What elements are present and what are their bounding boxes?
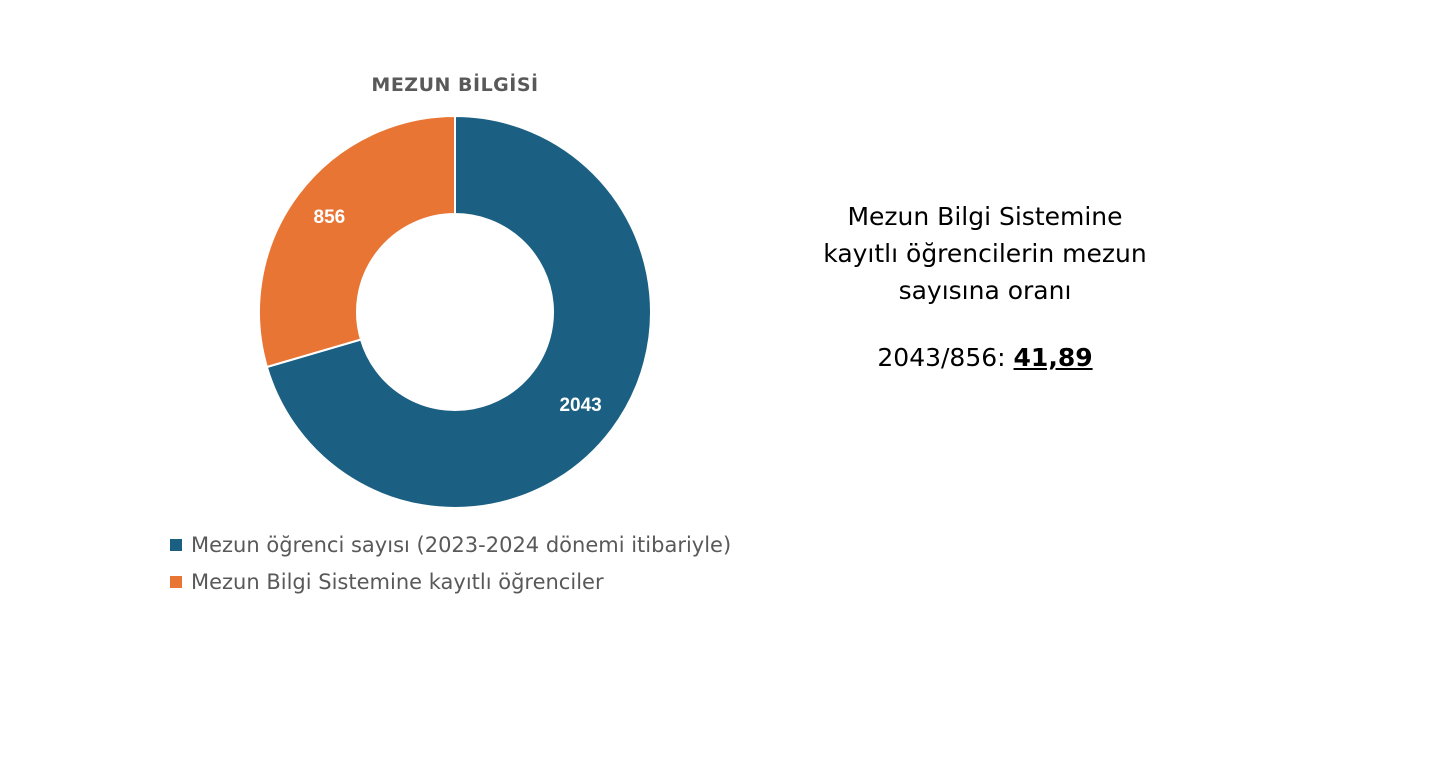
chart-title: MEZUN BİLGİSİ	[371, 74, 539, 96]
ratio-line: 2043/856: 41,89	[790, 339, 1180, 376]
ratio-description-line-3: sayısına oranı	[898, 276, 1072, 305]
legend-swatch-registered	[170, 575, 182, 588]
ratio-panel: Mezun Bilgi Sistemine kayıtlı öğrenciler…	[790, 198, 1180, 376]
ratio-value: 41,89	[1013, 343, 1093, 372]
ratio-prefix: 2043/856:	[877, 343, 1014, 372]
ratio-description-line-2: kayıtlı öğrencilerin mezun	[823, 239, 1147, 268]
legend-swatch-graduates	[170, 538, 182, 551]
chart-legend: Mezun öğrenci sayısı (2023-2024 dönemi i…	[170, 526, 731, 600]
legend-label-graduates: Mezun öğrenci sayısı (2023-2024 dönemi i…	[191, 532, 732, 557]
data-label-graduates: 2043	[559, 395, 601, 416]
ratio-description-line-1: Mezun Bilgi Sistemine	[847, 202, 1123, 231]
legend-label-registered: Mezun Bilgi Sistemine kayıtlı öğrenciler	[191, 569, 604, 594]
data-label-registered: 856	[314, 207, 346, 228]
legend-item-registered: Mezun Bilgi Sistemine kayıtlı öğrenciler	[170, 563, 731, 600]
donut-slice-registered	[258, 114, 456, 369]
legend-item-graduates: Mezun öğrenci sayısı (2023-2024 dönemi i…	[170, 526, 731, 563]
donut-slice-graduates	[265, 114, 652, 509]
